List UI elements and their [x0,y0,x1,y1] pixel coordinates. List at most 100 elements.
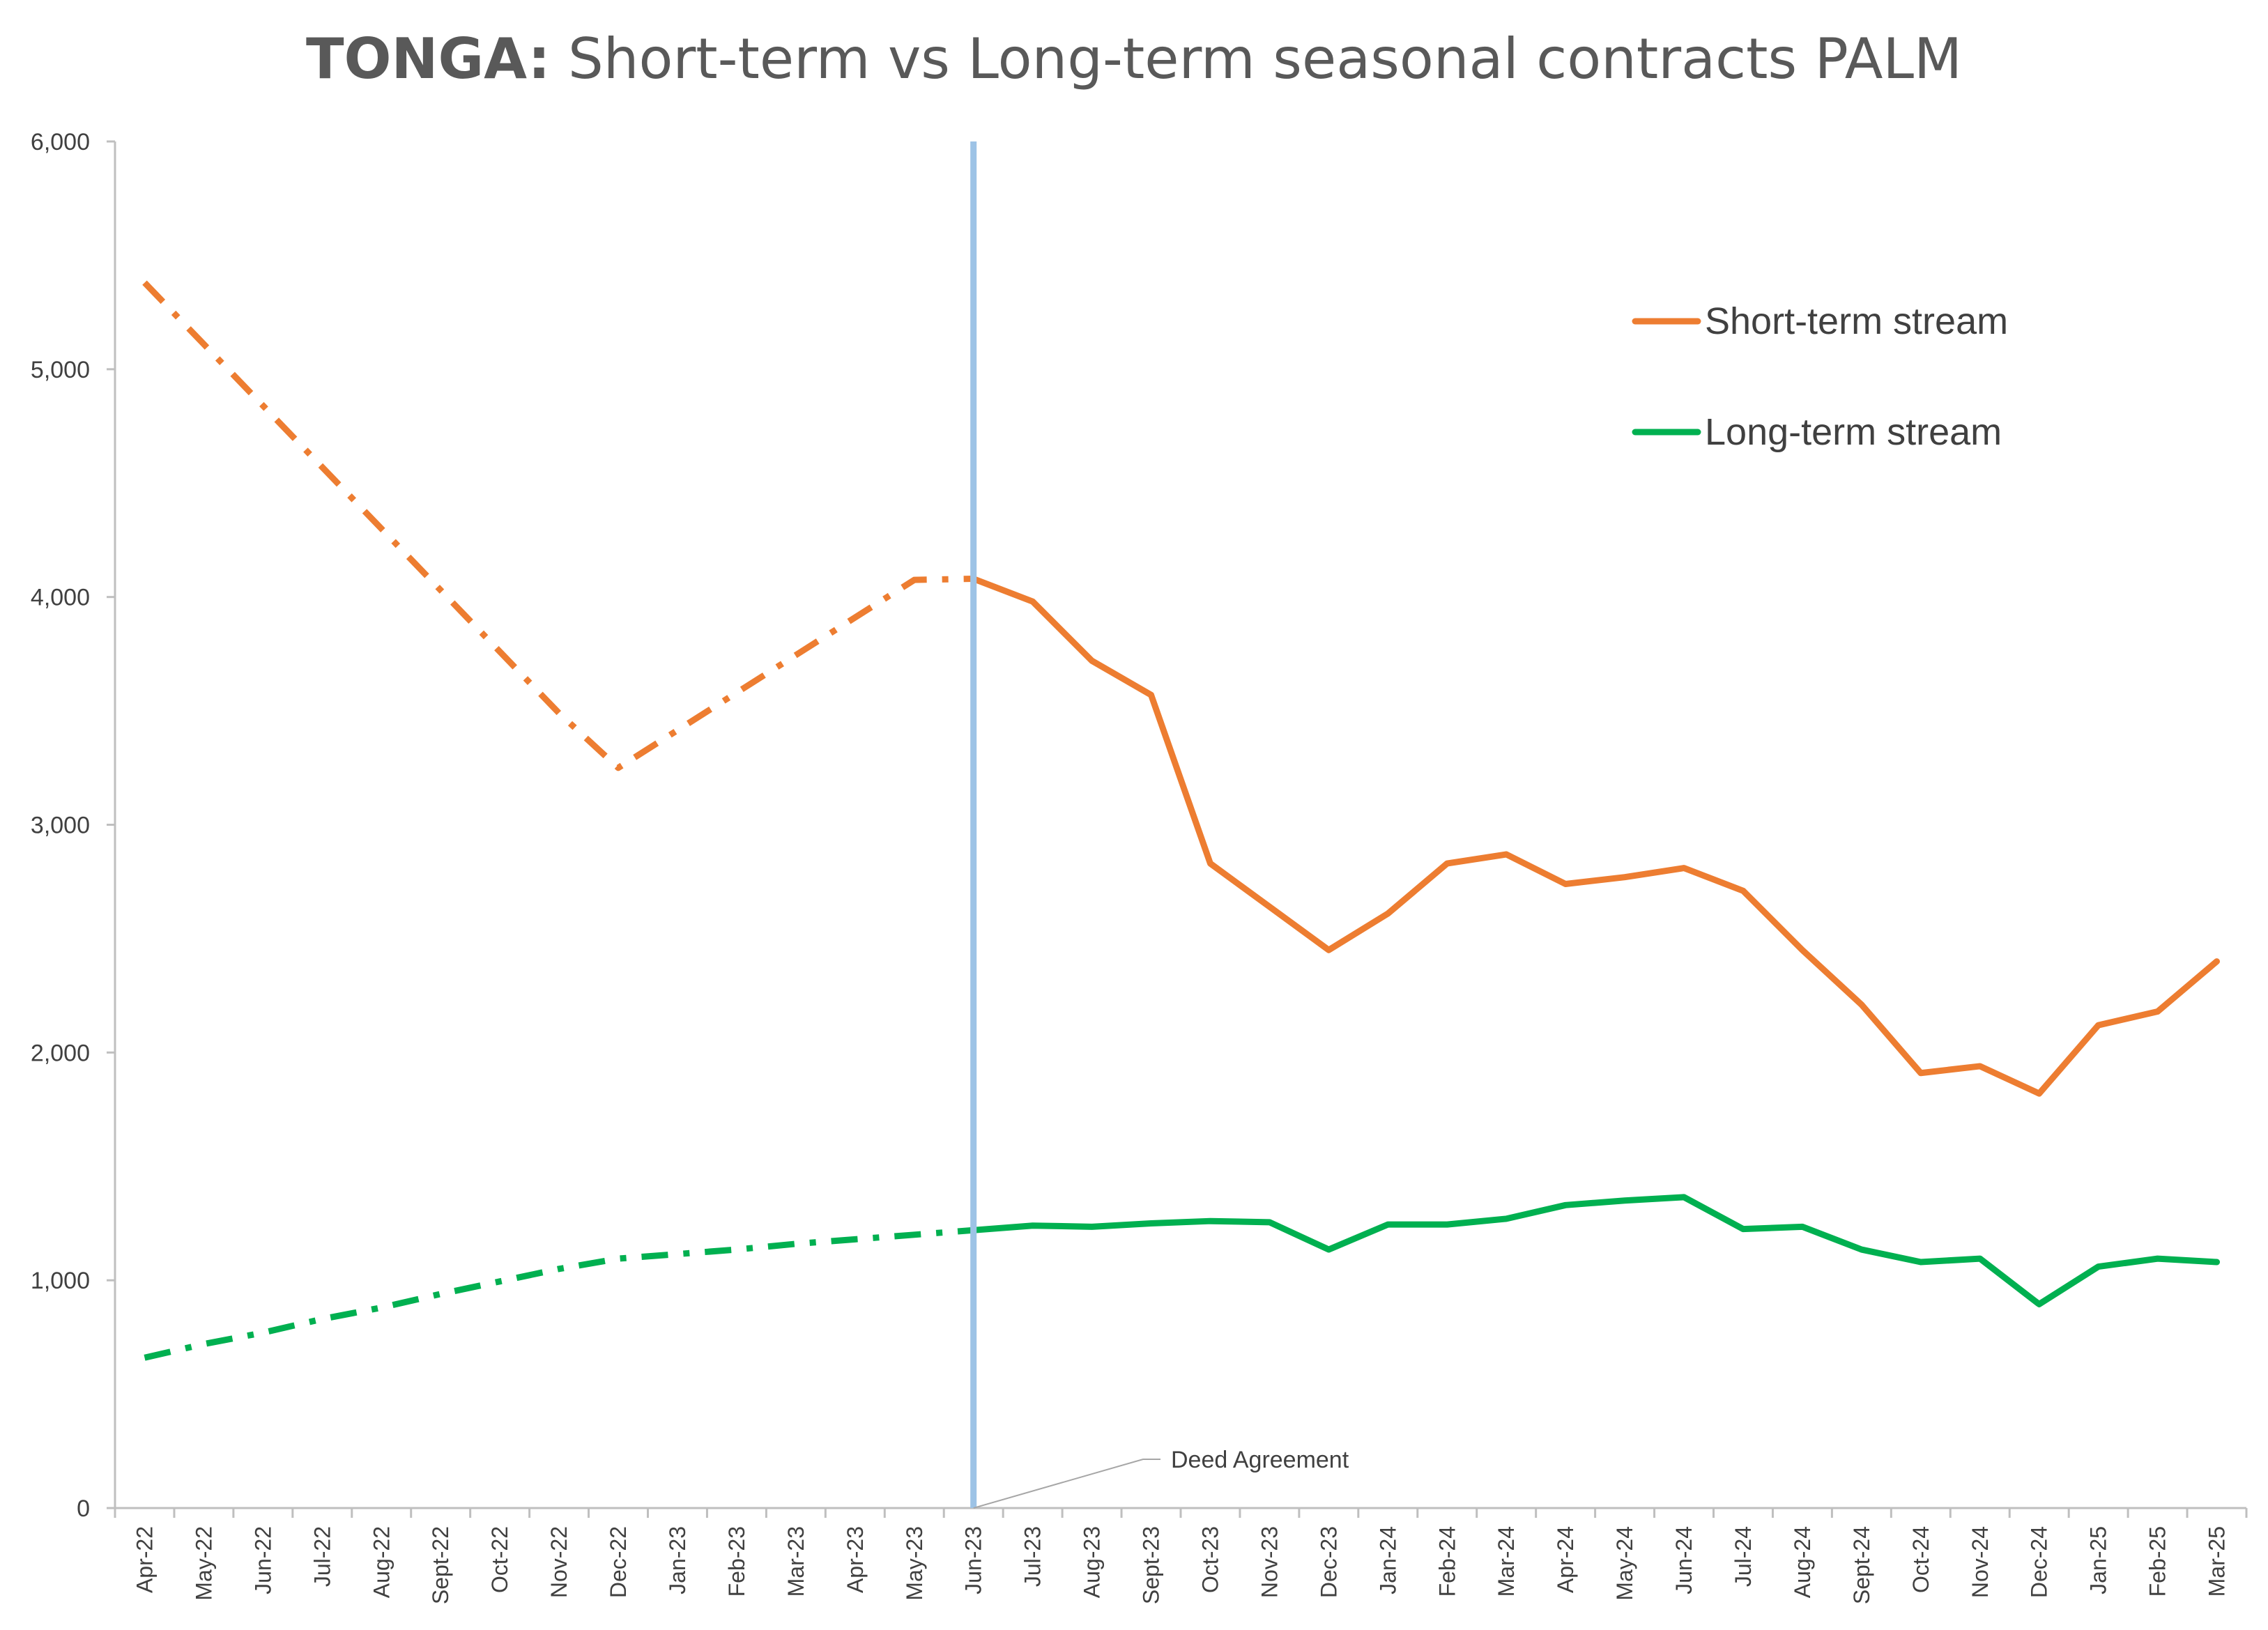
short-term-point [1151,694,1152,695]
deed-agreement-marker: Deed Agreement [970,141,1349,1509]
axes [114,141,2246,1509]
long-term-point [2216,1261,2218,1263]
long-term-point [914,1234,915,1236]
long-term-point [321,1318,323,1320]
x-tick-label: Aug-23 [1080,1526,1105,1598]
short-term-point [1861,1004,1862,1006]
y-tick-label: 3,000 [31,813,90,839]
short-term-point [1565,883,1566,884]
short-term-point [1683,868,1685,869]
long-term-point [1920,1261,1922,1263]
x-tick-label: Apr-23 [843,1526,868,1593]
long-term-point [2157,1258,2159,1259]
x-tick-label: Jan-23 [665,1526,690,1594]
x-tick-label: Aug-22 [369,1526,394,1598]
long-term-point [1624,1200,1625,1201]
long-term-line-dashed [144,1227,974,1361]
x-tick-label: May-22 [191,1526,216,1601]
x-tick-label: Nov-23 [1257,1526,1282,1598]
long-term-point [1091,1226,1093,1227]
long-term-point [499,1281,500,1282]
x-tick-label: Jan-25 [2086,1526,2111,1594]
long-term-point [2039,1303,2040,1305]
short-term-point [381,528,382,530]
short-term-point [736,692,737,693]
short-term-point [2157,1011,2159,1013]
short-term-point [203,344,204,345]
deed-agreement-label: Deed Agreement [1171,1447,1349,1473]
x-tick-label: Mar-25 [2205,1526,2230,1597]
x-tick-label: Jul-24 [1731,1526,1756,1587]
y-tick-label: 4,000 [31,585,90,611]
long-term-point [1328,1249,1329,1250]
short-term-point [795,654,797,656]
short-term-series [142,280,2221,1097]
x-tick-label: Jul-22 [309,1526,335,1587]
x-tick-label: Jan-24 [1375,1526,1400,1594]
short-term-point [1802,949,1803,951]
short-term-point [1446,863,1448,864]
y-tick-label: 5,000 [31,357,90,383]
legend-label-short-term: Short-term stream [1705,300,2008,342]
short-term-point [618,767,619,769]
short-term-point [677,730,678,731]
x-tick-label: May-24 [1612,1526,1637,1601]
x-tick-label: Nov-22 [546,1526,572,1598]
short-term-point [1328,949,1329,951]
x-tick-label: Feb-24 [1434,1526,1459,1597]
x-tick-label: Aug-24 [1790,1526,1815,1598]
x-tick-label: Sept-23 [1139,1526,1164,1604]
long-term-point [1802,1226,1803,1227]
x-tick-label: Dec-23 [1316,1526,1341,1598]
y-tick-label: 1,000 [31,1268,90,1294]
short-term-point [2098,1024,2099,1026]
x-tick-label: Jun-23 [961,1526,986,1594]
x-tick-label: Feb-23 [724,1526,749,1597]
long-term-point [558,1268,560,1270]
deed-agreement-callout-leader [973,1459,1160,1509]
x-tick-label: Feb-25 [2145,1526,2170,1597]
short-term-point [2039,1093,2040,1094]
short-term-point [914,579,915,581]
long-term-line-solid [970,1194,2221,1307]
x-axis-ticks: Apr-22 May-22 Jun-22 Jul-22 Aug-22 Sept-22 Oct… [114,1508,2248,1604]
chart-title: TONGA: Short-term vs Long-term seasonal … [0,26,2268,91]
short-term-point [1032,601,1034,602]
long-term-point [795,1243,797,1245]
short-term-point [1387,913,1388,914]
long-term-point [1742,1229,1744,1230]
short-term-point [2216,961,2218,962]
chart-title-rest: Short-term vs Long-term seasonal contrac… [550,26,1963,91]
long-term-point [855,1238,856,1240]
long-term-point [262,1332,263,1333]
long-term-point [144,1357,145,1358]
short-term-line-dashed [142,280,974,771]
short-term-point [1979,1066,1981,1067]
short-term-point [1742,890,1744,891]
x-tick-label: Sept-22 [428,1526,453,1604]
x-tick-label: Nov-24 [1968,1526,1993,1598]
long-term-point [2098,1266,2099,1268]
long-term-point [618,1258,619,1259]
long-term-point [1565,1204,1566,1206]
long-term-point [1861,1249,1862,1250]
short-term-point [855,617,856,618]
x-tick-label: Dec-24 [2027,1526,2052,1598]
long-term-point [1683,1197,1685,1198]
legend-label-long-term: Long-term stream [1705,411,2002,453]
short-term-point [1269,906,1270,907]
chart-title-bold: TONGA: [305,26,551,91]
x-tick-label: May-23 [902,1526,927,1601]
short-term-point [440,590,441,591]
x-tick-label: Apr-24 [1553,1526,1578,1593]
y-tick-label: 0 [77,1496,90,1522]
long-term-series [144,1194,2221,1361]
x-tick-label: Dec-22 [606,1526,631,1598]
x-tick-label: Mar-23 [783,1526,809,1597]
short-term-point [1091,660,1093,661]
short-term-point [499,651,500,652]
x-tick-label: Mar-24 [1494,1526,1519,1597]
long-term-point [1387,1224,1388,1225]
x-tick-label: Oct-24 [1908,1526,1933,1593]
